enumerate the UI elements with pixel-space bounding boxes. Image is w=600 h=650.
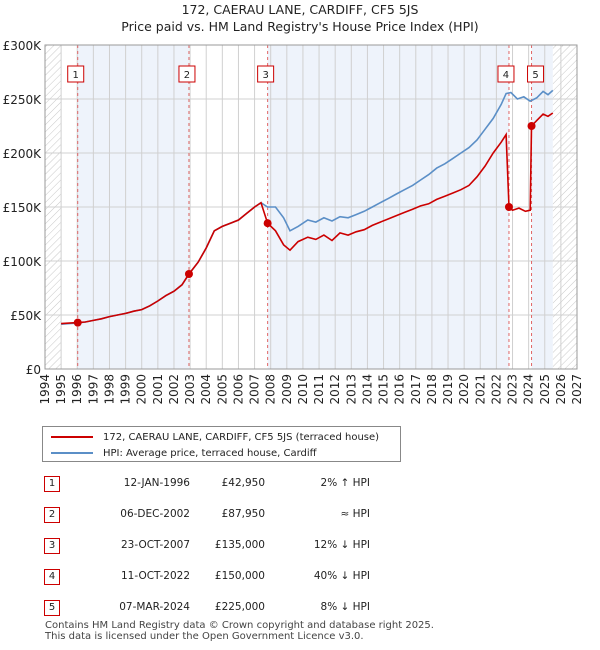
table-row: 2 06-DEC-2002 £87,950 ≈ HPI — [0, 505, 600, 527]
sale-number-marker — [527, 65, 545, 83]
chart-subtitle: Price paid vs. HM Land Registry's House … — [121, 19, 479, 34]
sale-number-marker — [497, 65, 515, 83]
sale-number-marker — [67, 65, 85, 83]
x-tick-label: 2005 — [215, 374, 229, 405]
sale-number-marker — [257, 65, 275, 83]
sale-point — [184, 270, 193, 279]
sale-number-label: 2 — [184, 70, 190, 81]
x-tick-label: 2023 — [506, 374, 520, 405]
y-tick-label: £150K — [3, 201, 43, 215]
x-tick-label: 1998 — [102, 374, 116, 405]
sale-date: 23-OCT-2007 — [121, 539, 190, 551]
footer: Contains HM Land Registry data © Crown c… — [45, 620, 434, 642]
x-tick-label: 2000 — [135, 374, 149, 405]
x-tick-label: 2008 — [264, 374, 278, 405]
x-tick-label: 2022 — [489, 374, 503, 405]
legend-item-property: 172, CAERAU LANE, CARDIFF, CF5 5JS (terr… — [51, 430, 379, 444]
x-tick-label: 2014 — [360, 374, 374, 405]
sale-number-box: 3 — [44, 538, 60, 554]
legend-item-hpi: HPI: Average price, terraced house, Card… — [51, 446, 317, 460]
sale-price: £42,950 — [221, 477, 265, 489]
sale-hpi-comparison: 2% ↑ HPI — [320, 477, 370, 489]
legend-swatch-property — [51, 436, 93, 438]
table-row: 4 11-OCT-2022 £150,000 40% ↓ HPI — [0, 567, 600, 589]
x-tick-label: 1997 — [86, 374, 100, 405]
x-tick-label: 2010 — [296, 374, 310, 405]
x-tick-label: 2017 — [409, 374, 423, 405]
sale-hpi-comparison: 8% ↓ HPI — [320, 601, 370, 613]
sale-date: 11-OCT-2022 — [121, 570, 190, 582]
x-tick-label: 1994 — [38, 374, 52, 405]
x-tick-label: 2018 — [425, 374, 439, 405]
x-tick-label: 2002 — [167, 374, 181, 405]
sale-number-label: 1 — [73, 70, 79, 81]
x-tick-label: 1999 — [119, 374, 133, 405]
sale-number-box: 4 — [44, 569, 60, 585]
x-tick-label: 2025 — [538, 374, 552, 405]
sale-point — [263, 219, 272, 228]
x-tick-label: 1995 — [54, 374, 68, 405]
x-tick-label: 2027 — [570, 374, 584, 405]
table-row: 3 23-OCT-2007 £135,000 12% ↓ HPI — [0, 536, 600, 558]
series-line-property — [61, 112, 554, 325]
y-tick-label: £250K — [3, 93, 43, 107]
sale-number-marker — [178, 65, 196, 83]
y-tick-label: £50K — [10, 309, 42, 323]
footer-licence: This data is licensed under the Open Gov… — [45, 631, 364, 642]
sale-number-label: 5 — [532, 70, 538, 81]
footer-copyright: Contains HM Land Registry data © Crown c… — [45, 620, 434, 631]
chart-title: 172, CAERAU LANE, CARDIFF, CF5 5JS — [181, 2, 419, 17]
sale-number-box: 5 — [44, 600, 60, 616]
sale-hpi-comparison: 12% ↓ HPI — [313, 539, 370, 551]
x-tick-label: 2007 — [248, 374, 262, 405]
x-tick-label: 2012 — [328, 374, 342, 405]
x-tick-label: 2006 — [231, 374, 245, 405]
x-tick-label: 2024 — [522, 374, 536, 405]
sale-price: £150,000 — [214, 570, 265, 582]
y-tick-label: £0 — [26, 363, 41, 377]
sale-number-label: 4 — [503, 70, 509, 81]
x-tick-label: 2013 — [344, 374, 358, 405]
sale-hpi-comparison: ≈ HPI — [340, 508, 370, 520]
y-tick-label: £200K — [3, 147, 43, 161]
sale-date: 07-MAR-2024 — [119, 601, 190, 613]
sale-date: 06-DEC-2002 — [120, 508, 190, 520]
table-row: 5 07-MAR-2024 £225,000 8% ↓ HPI — [0, 598, 600, 620]
sale-point — [73, 318, 82, 327]
x-tick-label: 2011 — [312, 374, 326, 405]
sale-point — [504, 203, 513, 211]
sale-hpi-comparison: 40% ↓ HPI — [313, 570, 370, 582]
legend-label-hpi: HPI: Average price, terraced house, Card… — [103, 447, 317, 459]
x-tick-label: 2021 — [473, 374, 487, 405]
sale-price: £87,950 — [221, 508, 265, 520]
sale-date: 12-JAN-1996 — [123, 477, 190, 489]
table-row: 1 12-JAN-1996 £42,950 2% ↑ HPI — [0, 474, 600, 496]
y-tick-label: £100K — [3, 255, 43, 269]
x-tick-label: 2015 — [377, 374, 391, 405]
x-tick-label: 2003 — [183, 374, 197, 405]
x-tick-label: 2001 — [151, 374, 165, 405]
sale-number-label: 3 — [262, 70, 268, 81]
sale-point — [527, 122, 536, 130]
x-tick-label: 2026 — [554, 374, 568, 405]
sale-number-box: 2 — [44, 507, 60, 523]
legend-label-property: 172, CAERAU LANE, CARDIFF, CF5 5JS (terr… — [103, 431, 380, 443]
x-tick-label: 2004 — [199, 374, 213, 405]
sale-price: £225,000 — [214, 601, 265, 613]
sale-number-box: 1 — [44, 476, 60, 492]
x-tick-label: 1996 — [70, 374, 84, 405]
y-tick-label: £300K — [3, 39, 43, 53]
legend-swatch-hpi — [51, 452, 93, 454]
x-tick-label: 2020 — [457, 374, 471, 405]
x-tick-label: 2016 — [393, 374, 407, 405]
plot-frame — [44, 44, 578, 370]
sale-price: £135,000 — [214, 539, 265, 551]
x-tick-label: 2009 — [280, 374, 294, 405]
x-tick-label: 2019 — [441, 374, 455, 405]
legend: 172, CAERAU LANE, CARDIFF, CF5 5JS (terr… — [42, 426, 401, 462]
